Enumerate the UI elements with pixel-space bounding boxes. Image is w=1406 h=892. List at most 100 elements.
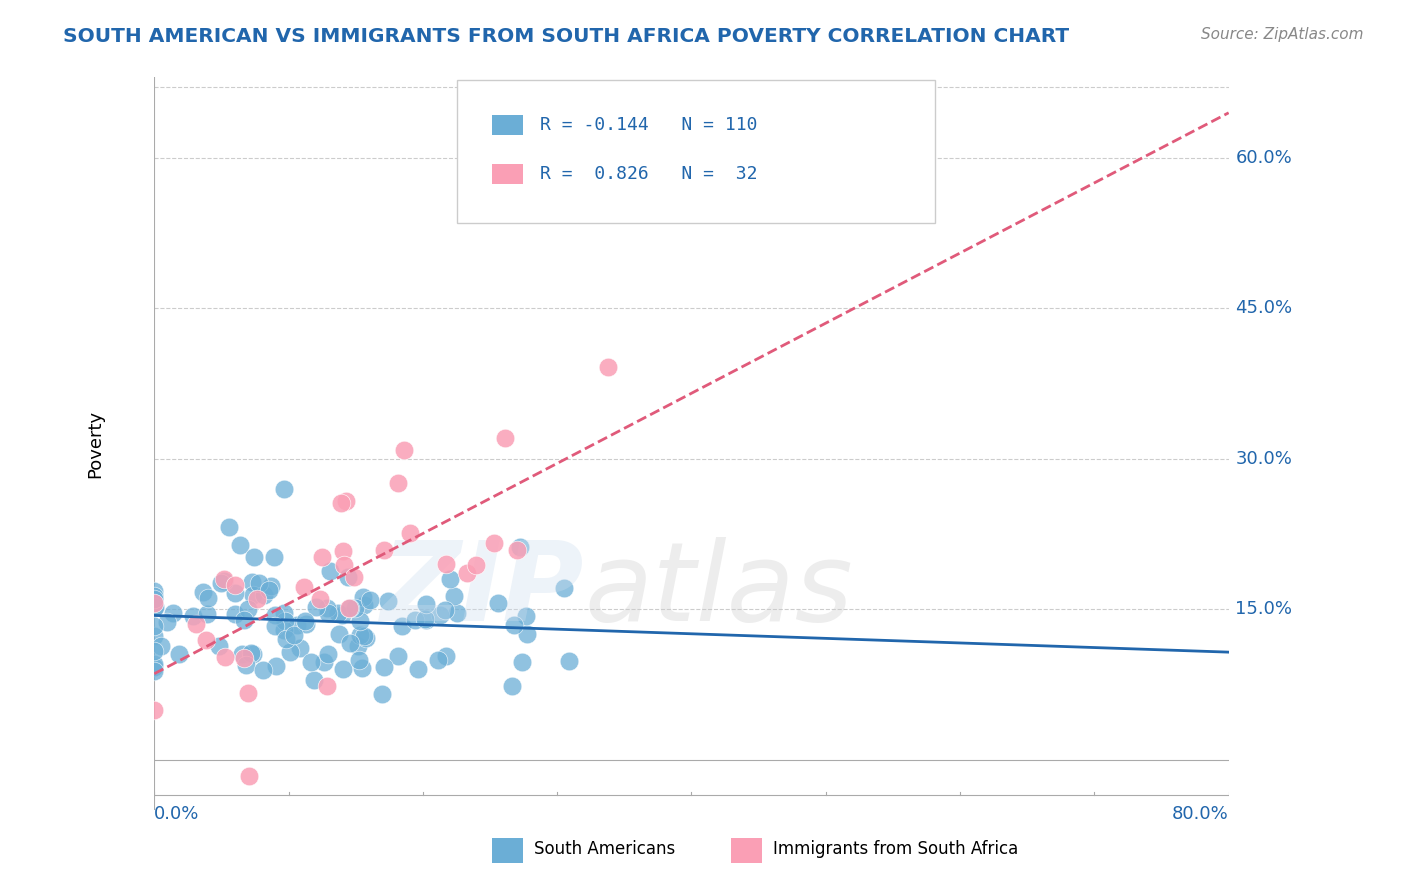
Point [231, 647, 253, 661]
Point [344, 601, 367, 615]
Point [240, 575, 263, 590]
Point [347, 653, 370, 667]
Point [294, 616, 316, 631]
Point [143, 644, 166, 658]
Point [316, 648, 339, 662]
Point [314, 655, 336, 669]
Point [501, 679, 523, 693]
Point [434, 603, 457, 617]
Point [143, 601, 166, 615]
Text: SOUTH AMERICAN VS IMMIGRANTS FROM SOUTH AFRICA POVERTY CORRELATION CHART: SOUTH AMERICAN VS IMMIGRANTS FROM SOUTH … [63, 27, 1070, 45]
Point [149, 639, 172, 653]
Point [183, 609, 205, 624]
Point [143, 596, 166, 610]
Point [208, 639, 231, 653]
Point [377, 594, 399, 608]
Point [156, 615, 179, 629]
Point [335, 493, 357, 508]
Point [349, 614, 371, 628]
Point [260, 579, 283, 593]
Point [280, 645, 302, 659]
Point [316, 679, 339, 693]
Point [354, 631, 377, 645]
Point [408, 662, 430, 676]
Point [162, 606, 184, 620]
Text: 80.0%: 80.0% [1171, 805, 1229, 823]
Point [316, 601, 339, 615]
Point [516, 626, 538, 640]
Point [195, 607, 218, 622]
Point [191, 584, 214, 599]
Point [510, 655, 533, 669]
Point [336, 570, 359, 584]
Point [242, 550, 264, 565]
Point [343, 570, 366, 584]
Point [143, 664, 166, 678]
Point [259, 582, 281, 597]
Point [404, 613, 426, 627]
Point [143, 660, 166, 674]
Point [339, 635, 361, 649]
Point [446, 607, 468, 621]
Point [143, 703, 166, 717]
Point [263, 549, 285, 564]
Point [218, 519, 240, 533]
Point [143, 595, 166, 609]
Point [143, 591, 166, 605]
Point [252, 664, 274, 678]
Point [353, 598, 375, 612]
Point [264, 618, 287, 632]
Point [427, 653, 450, 667]
Point [330, 608, 353, 623]
Point [332, 543, 354, 558]
Point [332, 661, 354, 675]
Point [143, 657, 166, 672]
Point [465, 558, 488, 572]
Point [494, 431, 516, 445]
Text: 0.0%: 0.0% [155, 805, 200, 823]
Point [308, 591, 330, 606]
Point [273, 483, 295, 497]
Text: South Americans: South Americans [534, 840, 675, 858]
Text: 60.0%: 60.0% [1236, 149, 1292, 167]
Point [371, 687, 394, 701]
Point [283, 627, 305, 641]
Point [330, 496, 353, 510]
Point [229, 539, 252, 553]
Point [235, 658, 257, 673]
Point [224, 586, 246, 600]
Point [169, 647, 191, 661]
Point [274, 614, 297, 628]
Point [302, 673, 325, 688]
Point [373, 660, 395, 674]
Text: 30.0%: 30.0% [1236, 450, 1292, 468]
Point [143, 591, 166, 606]
Point [387, 475, 409, 490]
Text: 45.0%: 45.0% [1236, 300, 1292, 318]
Point [247, 575, 270, 590]
Point [391, 618, 413, 632]
Point [399, 525, 422, 540]
Point [209, 576, 232, 591]
Point [436, 648, 458, 663]
Point [184, 616, 207, 631]
Point [273, 623, 295, 637]
Point [352, 590, 374, 604]
Text: Poverty: Poverty [86, 409, 104, 478]
Point [387, 649, 409, 664]
Point [224, 607, 246, 621]
Point [350, 660, 373, 674]
Point [415, 613, 437, 627]
Point [553, 582, 575, 596]
Text: R = -0.144   N = 110: R = -0.144 N = 110 [540, 116, 758, 134]
Point [242, 588, 264, 602]
Point [502, 617, 524, 632]
Text: R =  0.826   N =  32: R = 0.826 N = 32 [540, 165, 758, 183]
Point [373, 543, 395, 558]
Text: atlas: atlas [583, 537, 852, 644]
Point [429, 607, 451, 622]
Point [264, 658, 287, 673]
Point [214, 574, 236, 588]
Point [413, 612, 436, 626]
Point [299, 655, 322, 669]
